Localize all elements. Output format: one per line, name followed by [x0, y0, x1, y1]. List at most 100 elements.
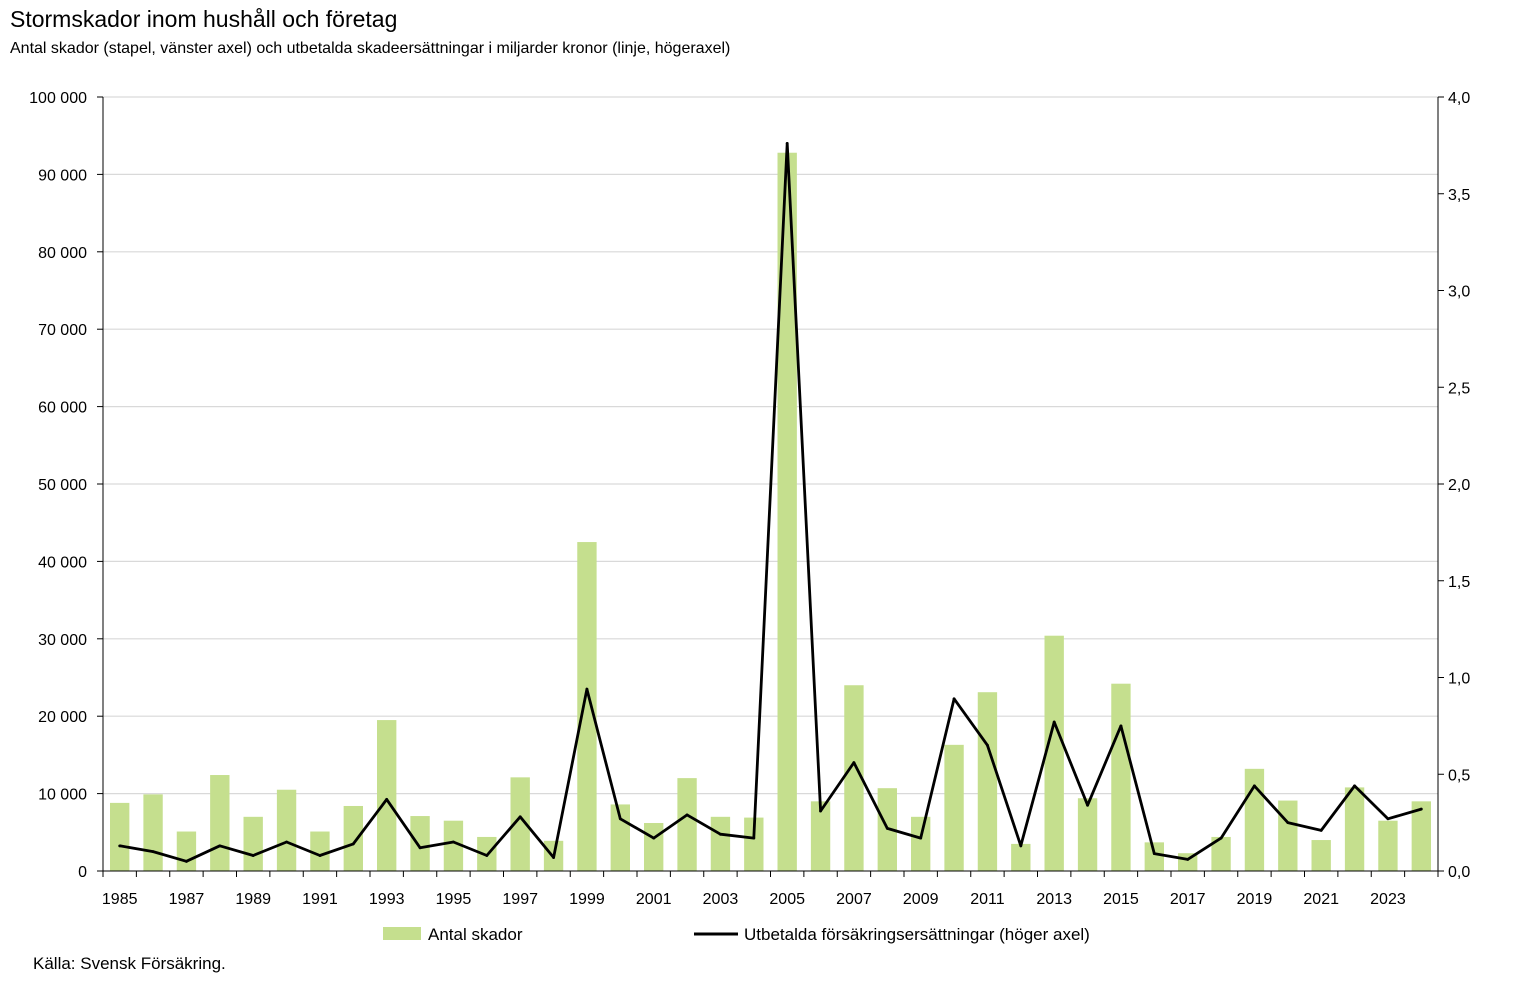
bar	[443, 820, 464, 871]
line-series	[118, 141, 1423, 863]
line-point	[452, 840, 455, 844]
line-point	[1186, 857, 1190, 861]
bar	[1044, 635, 1064, 871]
line-point	[618, 817, 622, 821]
line-point	[318, 854, 322, 857]
bar	[510, 777, 530, 871]
left-tick-label: 70 000	[38, 322, 87, 339]
x-tick-label: 2023	[1370, 891, 1406, 908]
x-tick-label: 2013	[1036, 891, 1072, 908]
line-point	[752, 836, 756, 840]
line-path	[119, 141, 1422, 863]
line-point	[518, 815, 522, 819]
bar	[1311, 840, 1331, 871]
bar	[777, 152, 797, 871]
line-point	[351, 842, 355, 846]
line-point	[118, 844, 122, 848]
chart: 0 10 000 20 000 30 000 40 000 50 000 60 000 70 …	[29, 90, 1470, 944]
x-tick-label: 1985	[102, 891, 138, 908]
legend-line-label: Utbetalda försäkringsersättningar (höger…	[744, 925, 1090, 944]
right-tick-label: 1,0	[1448, 671, 1470, 688]
line-point	[919, 836, 923, 840]
bar	[410, 816, 430, 871]
bar	[243, 816, 263, 871]
bar	[744, 817, 764, 871]
left-tick-label: 60 000	[38, 400, 87, 417]
right-tick-label: 4,0	[1448, 90, 1470, 107]
line-point	[1086, 803, 1089, 807]
bar-series	[110, 152, 1431, 871]
line-point	[1052, 720, 1056, 724]
line-point	[285, 840, 288, 844]
right-tick-label: 3,0	[1448, 284, 1470, 301]
x-tick-label: 1987	[169, 891, 205, 908]
bar	[176, 831, 197, 871]
bar	[1077, 798, 1098, 871]
line-point	[418, 846, 422, 850]
bar	[810, 801, 831, 871]
x-tick-label: 2017	[1170, 891, 1206, 908]
line-point	[885, 827, 889, 830]
x-tick-label: 2007	[836, 891, 872, 908]
right-tick-label: 1,5	[1448, 574, 1470, 591]
line-point	[218, 844, 222, 848]
chart-title: Stormskador inom hushåll och företag	[10, 6, 398, 32]
line-point	[852, 761, 856, 765]
x-tick-label: 1989	[235, 891, 271, 908]
bar	[1111, 683, 1131, 871]
bar	[644, 823, 664, 871]
x-tick-label: 2021	[1303, 891, 1339, 908]
x-tick-label: 1997	[502, 891, 538, 908]
bar	[1344, 787, 1365, 871]
bar	[944, 744, 964, 871]
bar	[1411, 801, 1431, 871]
left-tick-label: 100 000	[29, 90, 87, 107]
left-tick-label: 90 000	[38, 167, 87, 184]
x-tick-label: 2019	[1237, 891, 1273, 908]
right-tick-label: 0,0	[1448, 864, 1470, 881]
x-tick-label: 2001	[636, 891, 672, 908]
line-point	[1286, 821, 1290, 825]
bar	[677, 778, 697, 871]
bar	[710, 816, 731, 871]
right-tick-label: 0,5	[1448, 767, 1470, 784]
left-axis-ticks: 0 10 000 20 000 30 000 40 000 50 000 60 000 70 …	[29, 90, 103, 881]
line-point	[785, 142, 789, 145]
line-point	[652, 836, 656, 840]
right-tick-label: 2,0	[1448, 477, 1470, 494]
line-point	[1353, 784, 1356, 788]
x-tick-label: 1993	[369, 891, 405, 908]
left-tick-label: 50 000	[38, 477, 87, 494]
line-point	[1219, 836, 1223, 840]
bar	[1278, 800, 1298, 871]
bar	[143, 794, 163, 871]
left-tick-label: 80 000	[38, 245, 87, 262]
bar	[1011, 843, 1031, 871]
line-point	[1386, 817, 1390, 821]
x-axis-ticks: 1985 1987 1989 1991 1993 1995 1997 1999 2001 2003…	[102, 871, 1439, 908]
bar	[1244, 768, 1265, 871]
left-tick-label: 30 000	[38, 632, 87, 649]
line-point	[819, 809, 822, 813]
line-point	[585, 687, 589, 691]
x-tick-label: 2005	[769, 891, 805, 908]
line-point	[1419, 807, 1423, 811]
line-point	[1319, 828, 1323, 832]
left-tick-label: 20 000	[38, 709, 87, 726]
line-point	[719, 832, 722, 836]
line-point	[485, 854, 489, 857]
x-tick-label: 2009	[903, 891, 939, 908]
bar	[911, 816, 931, 871]
x-tick-label: 1999	[569, 891, 605, 908]
legend: Antal skador Utbetalda försäkringsersätt…	[383, 925, 1090, 944]
line-point	[986, 743, 989, 747]
chart-subtitle: Antal skador (stapel, vänster axel) och …	[10, 40, 731, 57]
bar	[977, 692, 998, 871]
left-tick-label: 0	[78, 864, 87, 881]
bar	[343, 805, 363, 871]
right-axis-ticks: 0,0 0,5 1,0 1,5 2,0 2,5 3,0 3,5 4,0	[1438, 90, 1470, 881]
x-tick-label: 2003	[703, 891, 739, 908]
right-tick-label: 3,5	[1448, 187, 1470, 204]
bar	[1144, 842, 1164, 871]
x-tick-label: 2015	[1103, 891, 1139, 908]
